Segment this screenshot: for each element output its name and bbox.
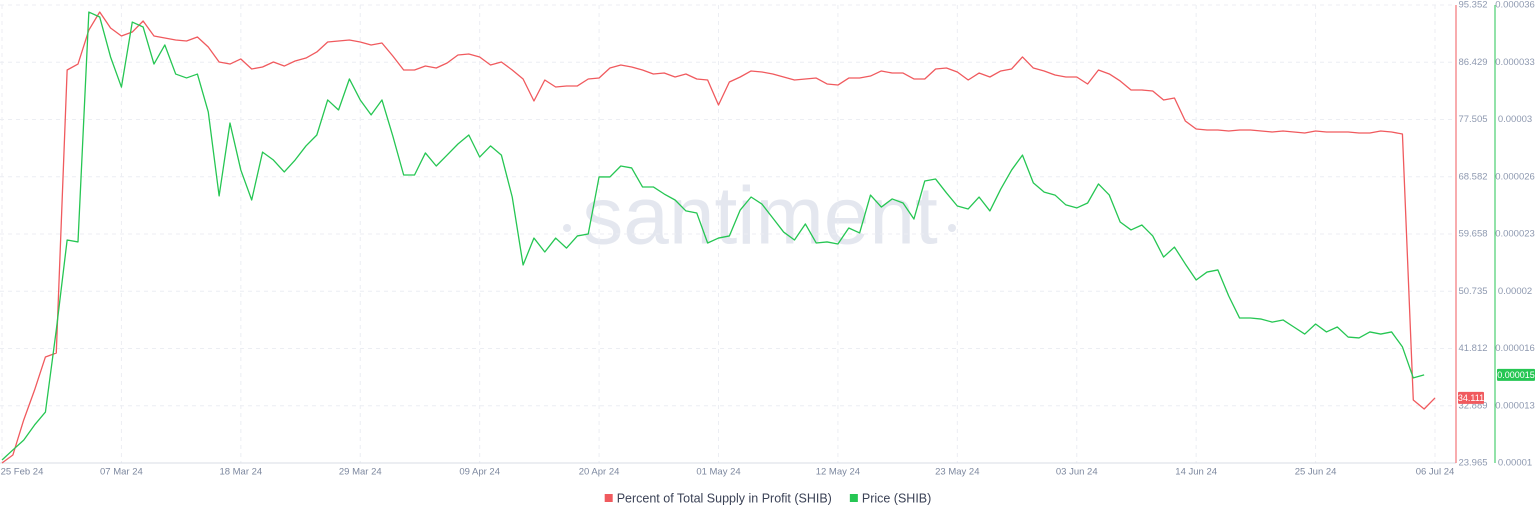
current-value-badge	[1497, 368, 1535, 381]
x-tick-label: 03 Jun 24	[1056, 467, 1098, 478]
y2-tick-label: 0.000036	[1495, 0, 1535, 11]
x-tick-label: 18 Mar 24	[219, 467, 262, 478]
x-tick-label: 09 Apr 24	[459, 467, 500, 478]
series-line	[1, 11, 1436, 464]
legend: Percent of Total Supply in Profit (SHIB)…	[604, 491, 931, 505]
current-value-label: 34.111	[1458, 393, 1484, 403]
watermark-dot	[563, 224, 571, 232]
legend-swatch	[849, 494, 858, 502]
y2-tick-label: 0.000033	[1495, 57, 1535, 68]
x-tick-label: 14 Jun 24	[1175, 467, 1217, 478]
watermark-dot	[948, 224, 956, 232]
y2-tick-label: 0.00003	[1498, 114, 1532, 125]
y-tick-label: 32.889	[1458, 400, 1487, 411]
y-tick-label: 86.429	[1458, 57, 1487, 68]
y-tick-label: 77.505	[1458, 114, 1487, 125]
y2-tick-label: 0.000013	[1495, 400, 1535, 411]
y2-tick-label: 0.00002	[1498, 286, 1532, 297]
current-value-label: 0.000015	[1497, 370, 1535, 380]
legend-label: Price (SHIB)	[862, 491, 931, 505]
x-tick-label: 01 May 24	[696, 467, 740, 478]
y-tick-label: 23.965	[1458, 458, 1487, 469]
y-tick-label: 68.582	[1458, 171, 1487, 182]
x-tick-label: 06 Jul 24	[1416, 467, 1455, 478]
watermark: santiment	[582, 171, 938, 262]
x-tick-label: 20 Apr 24	[579, 467, 620, 478]
x-tick-label: 25 Jun 24	[1295, 467, 1337, 478]
current-value-badge	[1458, 391, 1484, 404]
legend-label: Percent of Total Supply in Profit (SHIB)	[617, 491, 832, 505]
x-tick-label: 07 Mar 24	[100, 467, 143, 478]
legend-swatch	[604, 494, 613, 502]
x-tick-label: 29 Mar 24	[339, 467, 382, 478]
y2-tick-label: 0.000016	[1495, 343, 1535, 354]
y-tick-label: 41.812	[1458, 343, 1487, 354]
x-tick-label: 23 May 24	[935, 467, 979, 478]
y-tick-label: 59.658	[1458, 229, 1487, 240]
series-line	[1, 11, 1425, 461]
x-tick-label: 12 May 24	[816, 467, 860, 478]
y2-tick-label: 0.000026	[1495, 171, 1535, 182]
x-tick-label: 25 Feb 24	[1, 467, 44, 478]
y2-tick-label: 0.00001	[1498, 458, 1532, 469]
y-tick-label: 95.352	[1458, 0, 1487, 11]
y-tick-label: 50.735	[1458, 286, 1487, 297]
y2-tick-label: 0.000023	[1495, 229, 1535, 240]
